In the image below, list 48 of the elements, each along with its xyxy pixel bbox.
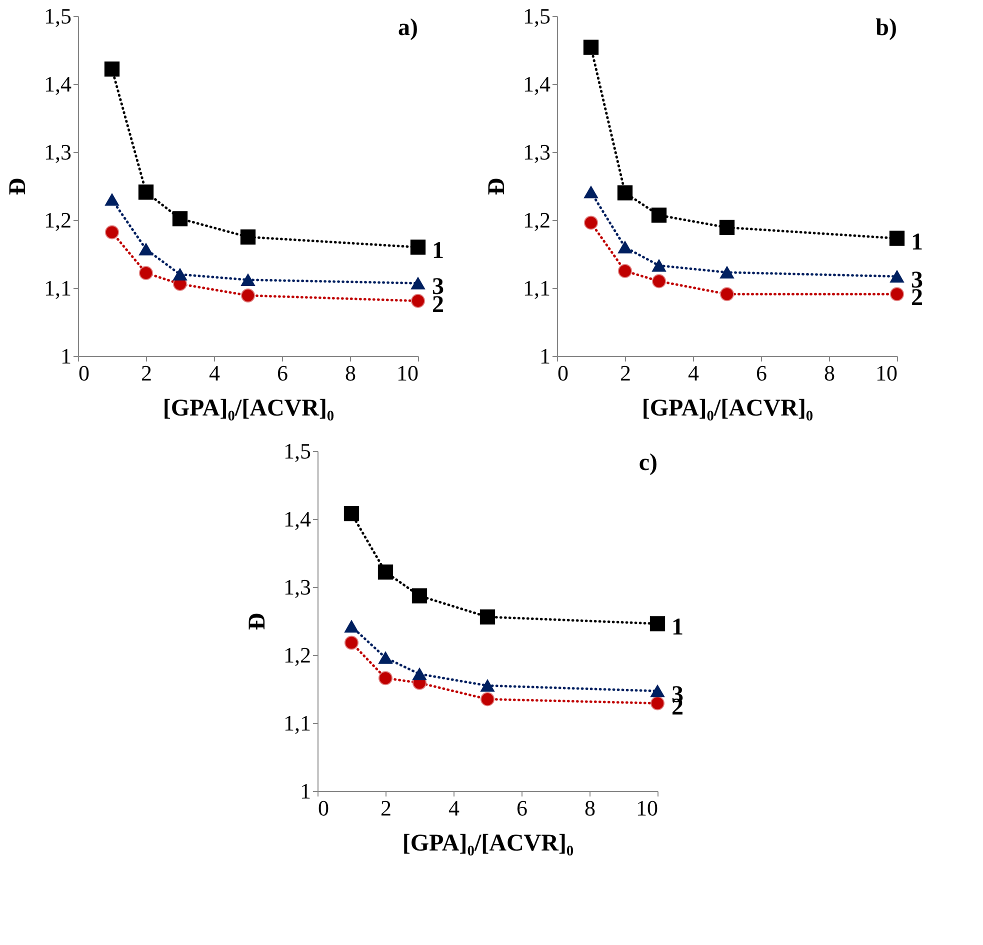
x-tick-label: 4 [448,796,460,820]
x-axis-title: [GPA]₀/[ACVR]₀ [162,396,334,422]
x-tick-label: 2 [141,360,152,386]
series-label: 1 [911,229,923,256]
y-tick-label: 1,2 [523,208,550,232]
y-tick-label: 1 [540,344,550,368]
x-axis-title: [GPA]₀/[ACVR]₀ [402,830,574,856]
x-tick-label: 4 [209,360,220,386]
y-tick-label: 1,2 [284,642,311,668]
x-tick-label: 8 [584,796,596,820]
y-tick-label: 1,4 [44,72,72,96]
chart-title: b) [876,15,897,41]
y-tick-label: 1,3 [44,140,72,164]
x-tick-label: 0 [558,360,568,386]
x-tick-label: 0 [78,360,90,386]
x-tick-label: 8 [345,360,356,386]
y-tick-label: 1,3 [523,140,550,164]
y-axis-title: Đ [5,178,31,196]
x-tick-label: 2 [620,360,631,386]
y-tick-label: 1,4 [523,72,550,96]
x-tick-label: 2 [380,796,392,820]
y-tick-label: 1,1 [523,276,550,300]
y-tick-label: 1,2 [44,208,72,232]
chart-title: c) [638,450,658,476]
x-tick-label: 10 [396,360,418,386]
x-tick-label: 8 [824,360,835,386]
y-axis-title: Đ [244,612,270,630]
y-tick-label: 1,1 [44,276,72,300]
y-tick-label: 1,3 [284,574,311,600]
x-tick-label: 4 [688,360,699,386]
x-tick-label: 6 [516,796,528,820]
x-tick-label: 6 [277,360,288,386]
series-label: 1 [432,238,444,264]
y-tick-label: 1,1 [284,710,311,736]
x-axis-title: [GPA]₀/[ACVR]₀ [642,396,814,422]
x-tick-label: 10 [636,796,658,820]
y-tick-label: 1 [60,344,72,368]
series-label: 1 [672,614,684,641]
x-tick-label: 6 [756,360,767,386]
y-tick-label: 1,5 [284,438,311,464]
y-tick-label: 1,4 [284,506,311,532]
x-tick-label: 10 [876,360,898,386]
chart-title: a) [398,15,418,41]
y-tick-label: 1,5 [523,4,550,28]
y-axis-title: Đ [484,178,510,196]
x-tick-label: 0 [318,796,329,820]
y-tick-label: 1 [300,778,311,804]
y-tick-label: 1,5 [44,4,72,28]
